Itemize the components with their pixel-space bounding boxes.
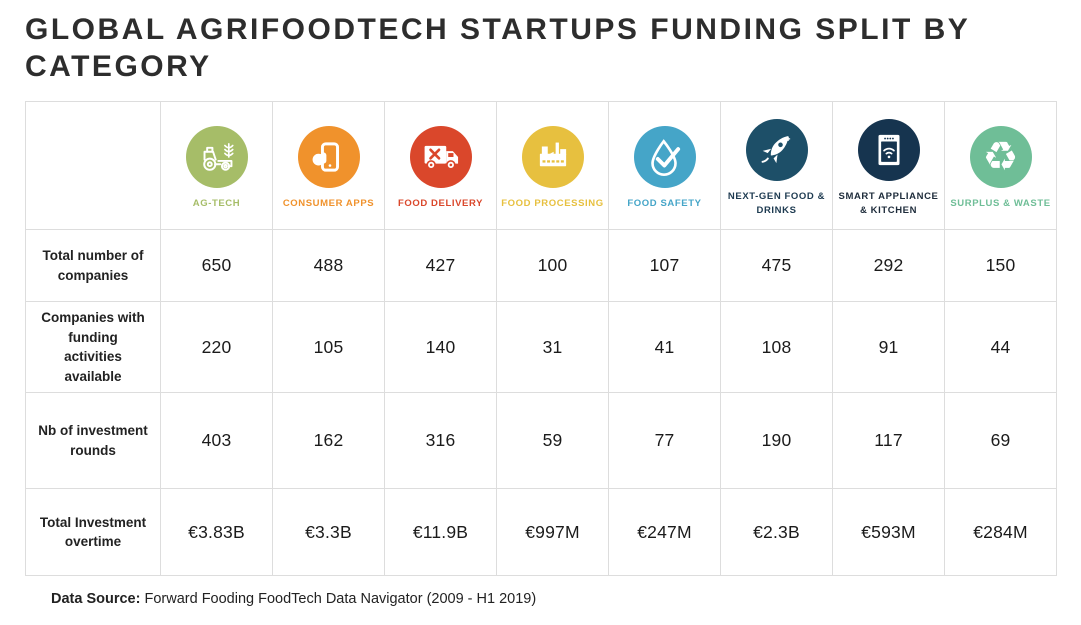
value-cell: 292 — [833, 230, 945, 303]
corner-cell — [26, 102, 161, 231]
value-cell: 41 — [609, 302, 721, 394]
value-cell: €3.3B — [273, 489, 385, 577]
category-header-next-gen-food-drinks: NEXT-GEN FOOD & DRINKS — [721, 102, 833, 231]
recycle-icon: ♻ — [969, 126, 1032, 189]
value-cell: 162 — [273, 393, 385, 490]
value-cell: €593M — [833, 489, 945, 577]
infographic-page: GLOBAL AGRIFOODTECH STARTUPS FUNDING SPL… — [25, 13, 1057, 607]
value-cell: €3.83B — [161, 489, 273, 577]
delivery-truck-icon — [409, 126, 472, 189]
value-cell: 69 — [945, 393, 1057, 490]
category-header-consumer-apps: CONSUMER APPS — [273, 102, 385, 231]
row-label-total-investment-overtime: Total Investment overtime — [26, 489, 161, 577]
value-cell: €2.3B — [721, 489, 833, 577]
category-header-ag-tech: AG-TECH — [161, 102, 273, 231]
category-label: AG-TECH — [192, 198, 241, 210]
category-header-surplus-waste: ♻ SURPLUS & WASTE — [945, 102, 1057, 231]
value-cell: 475 — [721, 230, 833, 303]
page-title: GLOBAL AGRIFOODTECH STARTUPS FUNDING SPL… — [25, 13, 970, 83]
row-label-companies-with-funding-activities-available: Companies with funding activities availa… — [26, 302, 161, 394]
value-cell: 650 — [161, 230, 273, 303]
value-cell: 44 — [945, 302, 1057, 394]
value-cell: 316 — [385, 393, 497, 490]
row-label-nb-of-investment-rounds: Nb of investment rounds — [26, 393, 161, 490]
category-label: FOOD SAFETY — [627, 198, 702, 210]
tractor-icon — [185, 126, 248, 189]
category-header-food-processing: FOOD PROCESSING — [497, 102, 609, 231]
rocket-icon — [745, 119, 808, 182]
value-cell: €11.9B — [385, 489, 497, 577]
category-label: FOOD DELIVERY — [397, 198, 484, 210]
value-cell: 220 — [161, 302, 273, 394]
value-cell: 488 — [273, 230, 385, 303]
value-cell: 117 — [833, 393, 945, 490]
category-label: FOOD PROCESSING — [501, 198, 604, 210]
category-header-food-safety: FOOD SAFETY — [609, 102, 721, 231]
droplet-check-icon — [633, 126, 696, 189]
value-cell: 59 — [497, 393, 609, 490]
value-cell: 150 — [945, 230, 1057, 303]
row-label-total-number-of-companies: Total number of companies — [26, 230, 161, 303]
value-cell: 140 — [385, 302, 497, 394]
value-cell: 403 — [161, 393, 273, 490]
value-cell: 100 — [497, 230, 609, 303]
value-cell: 105 — [273, 302, 385, 394]
value-cell: €997M — [497, 489, 609, 577]
data-source: Data Source: Forward Fooding FoodTech Da… — [25, 591, 1056, 607]
data-source-label: Data Source: — [51, 591, 141, 608]
value-cell: 107 — [609, 230, 721, 303]
category-label: SURPLUS & WASTE — [950, 198, 1051, 210]
value-cell: 31 — [497, 302, 609, 394]
funding-table: AG-TECH CONSUMER APPS FOOD DELIVERY FOOD PR… — [25, 101, 1057, 577]
smart-oven-icon — [857, 119, 920, 182]
smartphone-hand-icon — [297, 126, 360, 189]
factory-icon — [521, 126, 584, 189]
category-header-smart-appliance-kitchen: SMART APPLIANCE & KITCHEN — [833, 102, 945, 231]
value-cell: €247M — [609, 489, 721, 577]
category-header-food-delivery: FOOD DELIVERY — [385, 102, 497, 231]
value-cell: 427 — [385, 230, 497, 303]
value-cell: €284M — [945, 489, 1057, 577]
value-cell: 77 — [609, 393, 721, 490]
data-source-text: Forward Fooding FoodTech Data Navigator … — [140, 591, 537, 608]
category-label: CONSUMER APPS — [282, 198, 375, 210]
value-cell: 91 — [833, 302, 945, 394]
value-cell: 190 — [721, 393, 833, 490]
category-label: NEXT-GEN FOOD & DRINKS — [727, 191, 826, 217]
category-label: SMART APPLIANCE & KITCHEN — [838, 191, 939, 217]
value-cell: 108 — [721, 302, 833, 394]
